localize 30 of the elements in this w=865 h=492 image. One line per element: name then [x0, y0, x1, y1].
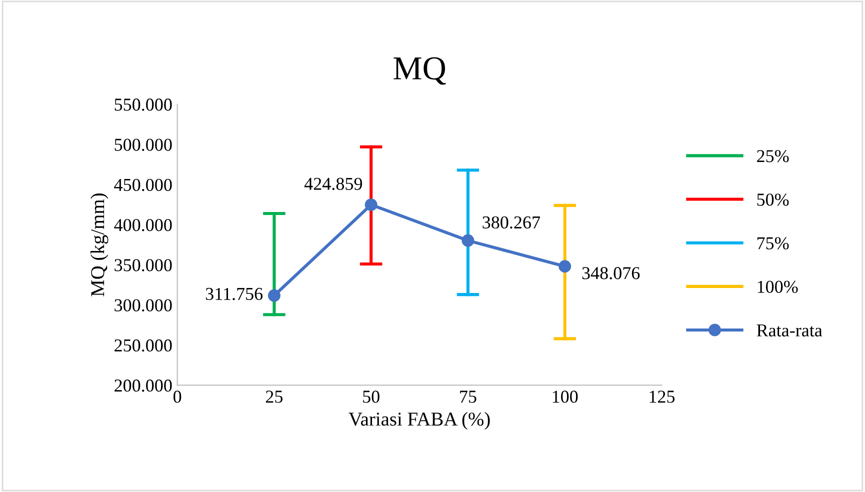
point	[364, 198, 378, 211]
legend-label: Rata-rata	[756, 324, 822, 336]
x-tick-label: 50	[363, 390, 380, 403]
y-tick-label: 250.000	[114, 339, 172, 352]
legend-label: 50%	[757, 194, 789, 206]
x-axis-title: Variasi FABA (%)	[348, 412, 490, 430]
legend-label: 100%	[758, 280, 798, 293]
y-tick-label: 300.000	[114, 299, 172, 312]
y-tick-label: 450.000	[114, 178, 172, 192]
point	[462, 234, 474, 247]
y-tick-label: 350.000	[114, 259, 172, 272]
y-tick-label: 550.000	[114, 98, 172, 111]
x-tick-label: 25	[266, 390, 283, 403]
point	[558, 260, 572, 273]
y-tick-label: 400.000	[114, 218, 172, 232]
x-tick-label: 100	[552, 390, 578, 403]
y-tick-label: 500.000	[114, 138, 172, 151]
legend-label: 25%	[757, 150, 789, 162]
chart-title: MQ	[394, 57, 446, 85]
data-label: 348.076	[582, 267, 640, 280]
data-label: 380.267	[482, 216, 540, 229]
data-label: 311.756	[206, 288, 263, 300]
y-tick-label: 200.000	[114, 379, 172, 392]
legend-label: 75%	[757, 237, 789, 250]
y-axis-title: MQ (kg/mm)	[90, 194, 108, 296]
x-tick-label: 0	[174, 390, 182, 403]
x-tick-label: 75	[460, 390, 476, 403]
point	[268, 289, 280, 302]
data-label: 424.859	[304, 178, 362, 190]
x-tick-label: 125	[650, 390, 675, 403]
